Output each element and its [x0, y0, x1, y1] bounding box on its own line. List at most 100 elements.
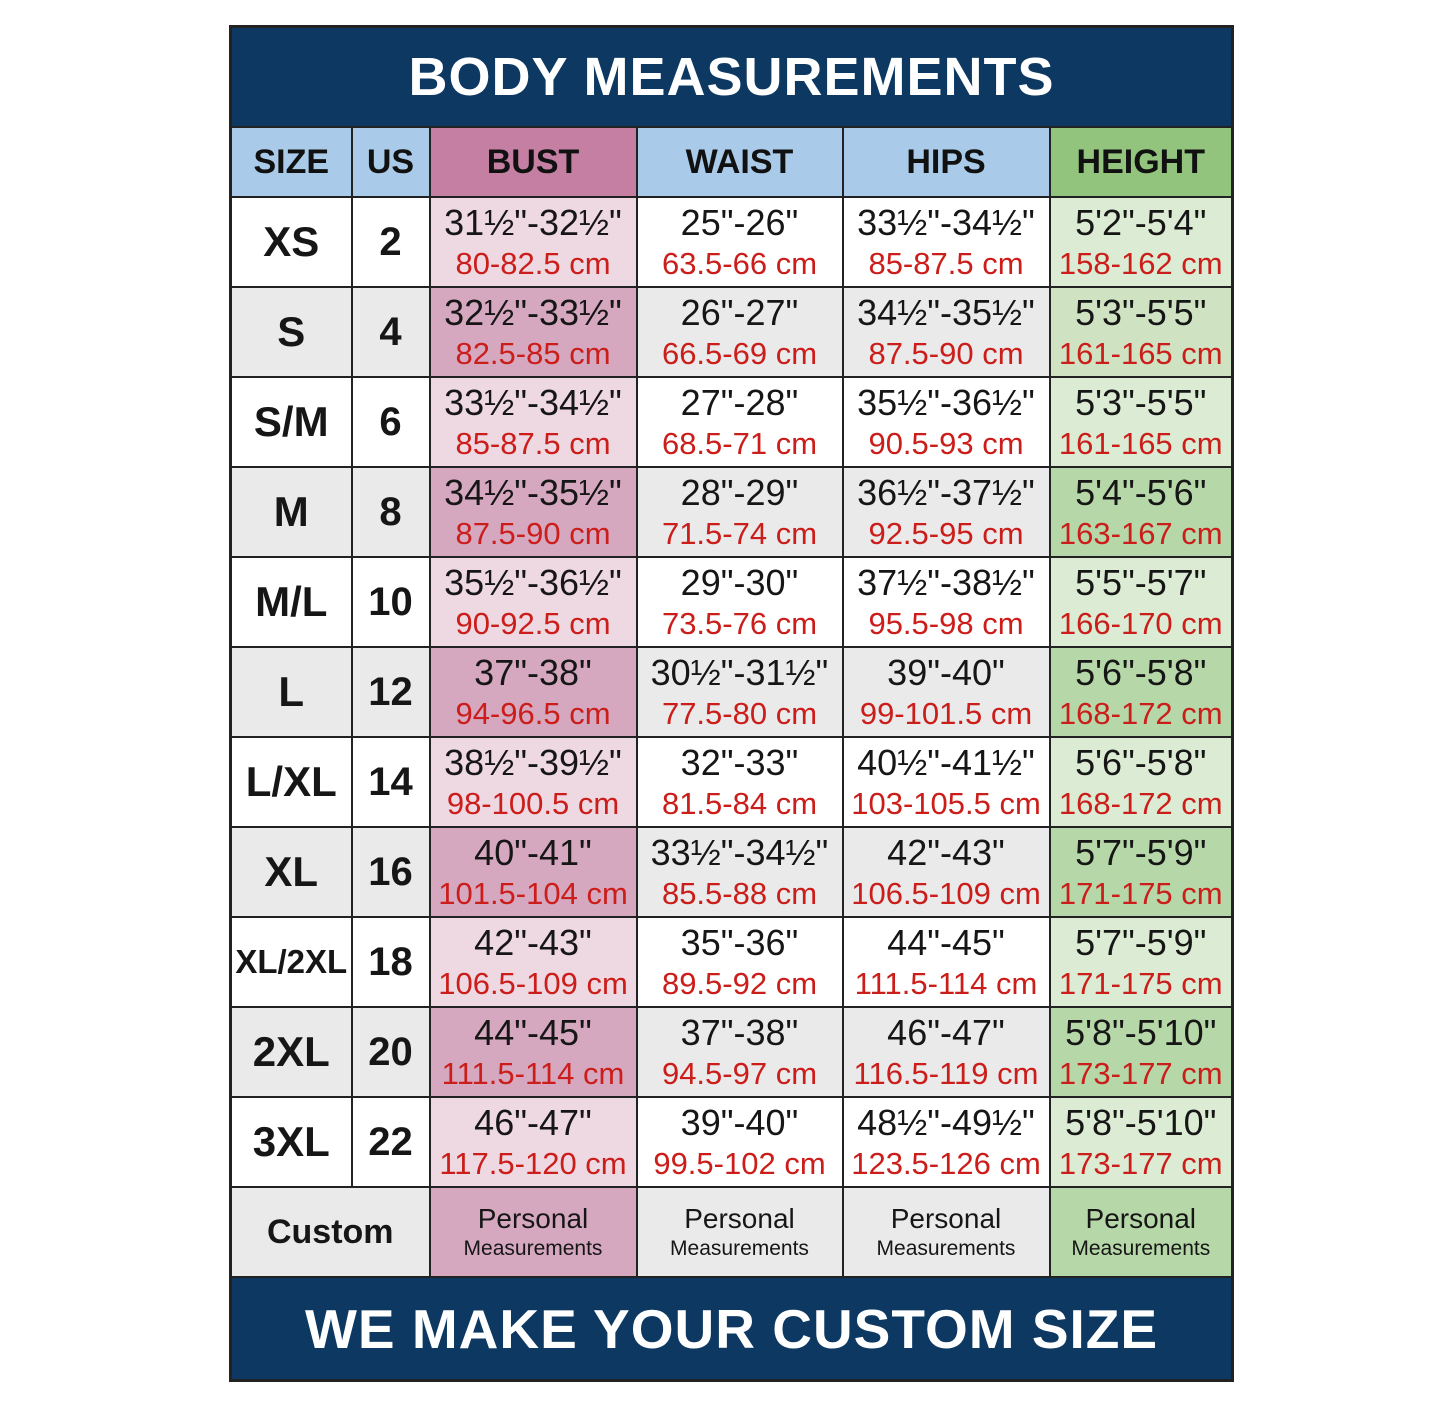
footer-row: WE MAKE YOUR CUSTOM SIZE: [229, 1276, 1234, 1382]
hips-cm-value: 116.5-119 cm: [853, 1056, 1039, 1091]
custom-height-line1: Personal: [1085, 1203, 1197, 1234]
hips-cm-value: 92.5-95 cm: [868, 516, 1024, 551]
size-cell: L: [229, 646, 353, 738]
height-cell: 5'5"-5'7" 166-170 cm: [1048, 556, 1234, 648]
hips-cm-value: 123.5-126 cm: [851, 1146, 1041, 1181]
bust-cell: 35½"-36½" 90-92.5 cm: [428, 556, 638, 648]
custom-hips-cell: Personal Measurements: [841, 1186, 1051, 1278]
height-inches-value: 5'6"-5'8": [1075, 652, 1207, 693]
custom-waist-cell: Personal Measurements: [635, 1186, 844, 1278]
bust-cm-value: 80-82.5 cm: [455, 246, 611, 281]
size-chart-sheet: BODY MEASUREMENTS SIZE US BUST WAIST HIP…: [229, 25, 1235, 1382]
us-cell: 20: [350, 1006, 431, 1098]
hips-inches-value: 48½"-49½": [857, 1102, 1035, 1143]
height-cell: 5'7"-5'9" 171-175 cm: [1048, 826, 1234, 918]
height-cell: 5'3"-5'5" 161-165 cm: [1048, 376, 1234, 468]
hips-cm-value: 90.5-93 cm: [868, 426, 1024, 461]
height-cm-value: 171-175 cm: [1058, 876, 1223, 911]
hips-cell: 34½"-35½" 87.5-90 cm: [841, 286, 1051, 378]
height-inches-value: 5'6"-5'8": [1075, 742, 1207, 783]
waist-cm-value: 71.5-74 cm: [661, 516, 818, 551]
waist-inches-value: 27"-28": [680, 382, 799, 423]
bust-cm-value: 101.5-104 cm: [438, 876, 628, 911]
waist-cell: 29"-30" 73.5-76 cm: [635, 556, 844, 648]
bust-inches-value: 42"-43": [474, 922, 592, 963]
size-cell: L/XL: [229, 736, 353, 828]
height-cm-value: 158-162 cm: [1058, 246, 1223, 281]
waist-cell: 30½"-31½" 77.5-80 cm: [635, 646, 844, 738]
height-inches-value: 5'5"-5'7": [1075, 562, 1207, 603]
hips-inches-value: 33½"-34½": [857, 202, 1035, 243]
waist-inches-value: 37"-38": [680, 1012, 799, 1053]
waist-cell: 35"-36" 89.5-92 cm: [635, 916, 844, 1008]
hips-inches-value: 42"-43": [887, 832, 1005, 873]
height-cm-value: 171-175 cm: [1058, 966, 1223, 1001]
hips-cell: 36½"-37½" 92.5-95 cm: [841, 466, 1051, 558]
waist-cell: 37"-38" 94.5-97 cm: [635, 1006, 844, 1098]
bust-cell: 37"-38" 94-96.5 cm: [428, 646, 638, 738]
height-cell: 5'3"-5'5" 161-165 cm: [1048, 286, 1234, 378]
waist-cell: 25"-26" 63.5-66 cm: [635, 196, 844, 288]
waist-cm-value: 68.5-71 cm: [661, 426, 818, 461]
bust-cell: 46"-47" 117.5-120 cm: [428, 1096, 638, 1188]
column-header-hips: HIPS: [841, 126, 1051, 198]
hips-cell: 46"-47" 116.5-119 cm: [841, 1006, 1051, 1098]
hips-cm-value: 87.5-90 cm: [868, 336, 1024, 371]
height-cm-value: 166-170 cm: [1058, 606, 1223, 641]
bust-cell: 34½"-35½" 87.5-90 cm: [428, 466, 638, 558]
bust-inches-value: 40"-41": [474, 832, 592, 873]
height-inches-value: 5'8"-5'10": [1065, 1012, 1217, 1053]
custom-hips-line1: Personal: [890, 1203, 1002, 1234]
waist-inches-value: 35"-36": [680, 922, 799, 963]
column-header-waist: WAIST: [635, 126, 844, 198]
hips-cell: 37½"-38½" 95.5-98 cm: [841, 556, 1051, 648]
custom-bust-line2: Measurements: [463, 1237, 603, 1260]
hips-cm-value: 85-87.5 cm: [868, 246, 1024, 281]
waist-cell: 27"-28" 68.5-71 cm: [635, 376, 844, 468]
bust-cell: 31½"-32½" 80-82.5 cm: [428, 196, 638, 288]
hips-inches-value: 36½"-37½": [857, 472, 1035, 513]
height-inches-value: 5'2"-5'4": [1075, 202, 1207, 243]
hips-inches-value: 40½"-41½": [857, 742, 1035, 783]
height-cell: 5'2"-5'4" 158-162 cm: [1048, 196, 1234, 288]
us-cell: 12: [350, 646, 431, 738]
custom-height-cell: Personal Measurements: [1048, 1186, 1234, 1278]
waist-cm-value: 89.5-92 cm: [661, 966, 818, 1001]
hips-inches-value: 34½"-35½": [857, 292, 1035, 333]
bust-cm-value: 85-87.5 cm: [455, 426, 611, 461]
hips-inches-value: 35½"-36½": [857, 382, 1035, 423]
height-cell: 5'8"-5'10" 173-177 cm: [1048, 1006, 1234, 1098]
us-cell: 14: [350, 736, 431, 828]
hips-cell: 35½"-36½" 90.5-93 cm: [841, 376, 1051, 468]
size-cell: M/L: [229, 556, 353, 648]
height-inches-value: 5'4"-5'6": [1075, 472, 1207, 513]
page-title: BODY MEASUREMENTS: [229, 25, 1234, 128]
column-header-us: US: [350, 126, 431, 198]
size-cell: S: [229, 286, 353, 378]
waist-cm-value: 66.5-69 cm: [661, 336, 818, 371]
bust-cm-value: 111.5-114 cm: [441, 1056, 625, 1091]
height-cm-value: 168-172 cm: [1058, 786, 1223, 821]
waist-cell: 26"-27" 66.5-69 cm: [635, 286, 844, 378]
bust-cm-value: 98-100.5 cm: [446, 786, 620, 821]
bust-cell: 44"-45" 111.5-114 cm: [428, 1006, 638, 1098]
table-row: S/M 6 33½"-34½" 85-87.5 cm 27"-28" 68.5-…: [229, 376, 1234, 468]
waist-inches-value: 29"-30": [680, 562, 799, 603]
bust-cell: 32½"-33½" 82.5-85 cm: [428, 286, 638, 378]
waist-cm-value: 99.5-102 cm: [653, 1146, 826, 1181]
height-cm-value: 173-177 cm: [1058, 1146, 1223, 1181]
us-cell: 10: [350, 556, 431, 648]
custom-hips-line2: Measurements: [876, 1237, 1016, 1260]
custom-bust-line1: Personal: [477, 1203, 589, 1234]
size-cell: M: [229, 466, 353, 558]
waist-inches-value: 30½"-31½": [650, 652, 829, 693]
hips-inches-value: 37½"-38½": [857, 562, 1035, 603]
bust-inches-value: 34½"-35½": [444, 472, 622, 513]
size-cell: XL: [229, 826, 353, 918]
height-cell: 5'6"-5'8" 168-172 cm: [1048, 736, 1234, 828]
bust-inches-value: 44"-45": [474, 1012, 592, 1053]
waist-cm-value: 63.5-66 cm: [661, 246, 818, 281]
bust-inches-value: 33½"-34½": [444, 382, 622, 423]
hips-cell: 33½"-34½" 85-87.5 cm: [841, 196, 1051, 288]
bust-cell: 33½"-34½" 85-87.5 cm: [428, 376, 638, 468]
